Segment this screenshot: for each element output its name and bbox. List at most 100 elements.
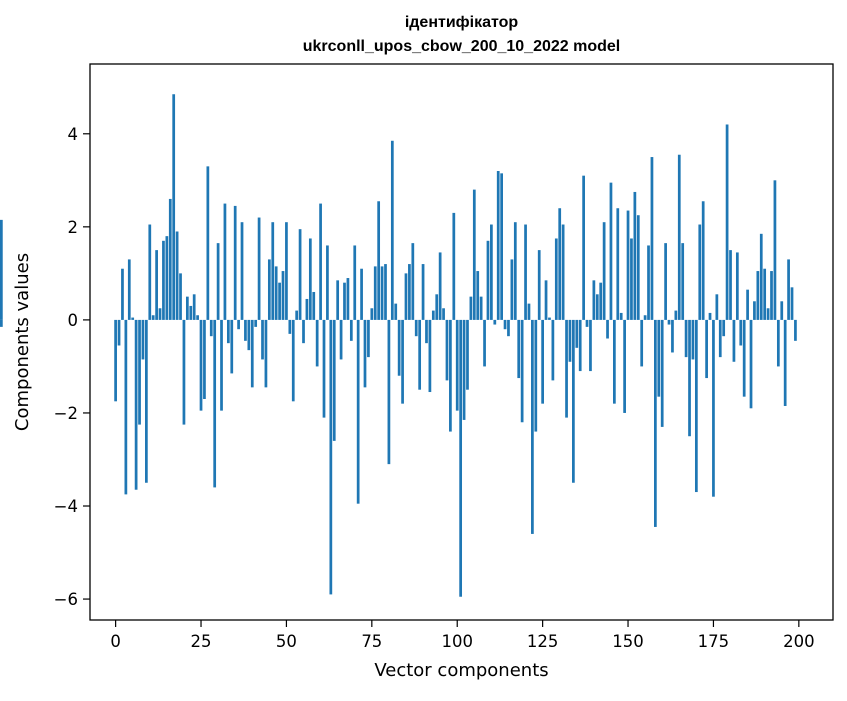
bar	[373, 266, 377, 320]
bar	[671, 319, 674, 353]
bar	[630, 238, 633, 320]
bar	[705, 319, 708, 379]
bar	[196, 315, 199, 320]
bar	[384, 264, 387, 320]
bar	[643, 315, 647, 320]
bar	[701, 201, 705, 320]
chart-title: ідентифікатор	[405, 14, 519, 31]
bar	[578, 319, 582, 372]
x-tick-label: 100	[441, 632, 473, 651]
bar	[561, 224, 565, 320]
bar	[483, 319, 486, 367]
bar	[783, 319, 787, 406]
bar	[565, 319, 568, 418]
bar	[507, 319, 510, 337]
bar	[718, 319, 722, 358]
bar	[165, 236, 169, 320]
bar	[445, 319, 449, 381]
bar	[490, 224, 493, 320]
bar	[117, 319, 121, 346]
bar	[308, 238, 312, 320]
bar	[688, 319, 691, 437]
bar	[189, 305, 193, 320]
bar	[401, 319, 404, 404]
bar	[240, 222, 244, 320]
x-tick-label: 200	[783, 632, 815, 651]
bar	[346, 278, 350, 320]
bar	[517, 319, 521, 379]
bar	[206, 166, 210, 320]
bar	[479, 296, 483, 320]
bar	[0, 219, 3, 320]
bar	[175, 231, 179, 320]
bar	[698, 224, 702, 320]
bar	[609, 182, 613, 320]
bar	[449, 319, 452, 432]
bar	[459, 319, 463, 597]
bar	[425, 319, 428, 344]
bar	[329, 319, 333, 595]
bar	[763, 268, 767, 320]
bar	[291, 319, 295, 402]
bar	[572, 319, 575, 483]
bar	[131, 317, 135, 320]
bar	[712, 319, 715, 497]
bar	[667, 319, 671, 325]
bar	[599, 282, 603, 320]
bar	[271, 222, 275, 320]
bar	[421, 264, 425, 320]
bar	[127, 259, 131, 320]
bar	[749, 319, 753, 409]
bar	[244, 319, 247, 341]
bar	[486, 240, 490, 320]
bar	[353, 245, 357, 320]
bar	[414, 319, 418, 337]
bar	[134, 319, 138, 490]
bar	[602, 222, 606, 320]
bar	[619, 312, 623, 320]
bar	[332, 319, 336, 441]
bar	[684, 319, 688, 358]
y-tick-label: −4	[54, 497, 78, 516]
bar	[261, 319, 264, 360]
bar	[551, 319, 555, 381]
bar	[319, 203, 322, 320]
bar	[155, 250, 158, 320]
bar	[554, 238, 558, 320]
bar	[264, 319, 268, 388]
bar	[660, 319, 664, 427]
bar	[531, 319, 534, 534]
bar	[288, 319, 292, 334]
bar	[575, 319, 579, 348]
x-tick-label: 125	[527, 632, 559, 651]
bar	[411, 243, 415, 320]
bar	[315, 319, 319, 367]
bar	[281, 271, 285, 320]
x-axis-label: Vector components	[374, 660, 548, 681]
bar	[544, 280, 548, 320]
bar	[558, 208, 562, 320]
bar	[199, 319, 203, 411]
bar	[168, 198, 172, 320]
bar	[681, 243, 685, 320]
bar	[151, 315, 155, 320]
bar	[623, 319, 626, 413]
y-tick-label: 4	[68, 125, 79, 144]
bar	[302, 319, 305, 344]
bar	[285, 222, 288, 320]
bar	[729, 250, 732, 320]
bar	[158, 308, 162, 320]
bar	[476, 271, 480, 320]
bar	[691, 319, 695, 360]
bar	[233, 205, 237, 320]
bar	[595, 294, 599, 320]
bar	[613, 319, 616, 404]
y-tick-label: −6	[54, 590, 78, 609]
bar	[742, 319, 746, 397]
bar	[182, 319, 186, 425]
bar	[408, 264, 411, 320]
bar	[339, 319, 343, 360]
bar	[428, 319, 432, 393]
